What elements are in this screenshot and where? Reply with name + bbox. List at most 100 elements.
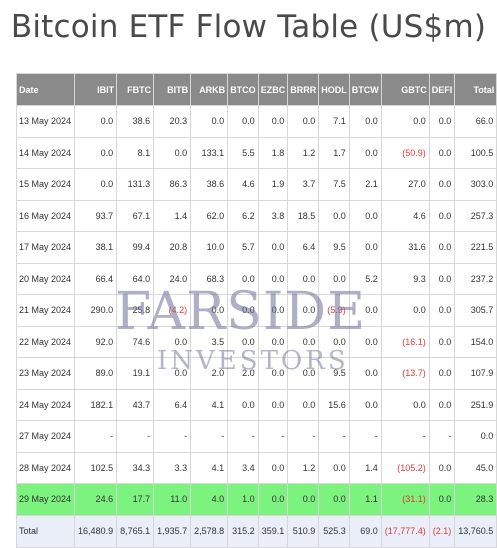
flow-cell-gbtc: 27.0 bbox=[380, 168, 430, 201]
flow-cell-btcw: 1.1 bbox=[348, 483, 382, 516]
date-cell: 13 May 2024 bbox=[15, 105, 76, 138]
flow-cell-fbtc: 8,765.1 bbox=[116, 514, 155, 548]
flow-cell-brrr: 0.0 bbox=[287, 294, 320, 327]
flow-cell-btco: 6.2 bbox=[227, 199, 259, 232]
flow-cell-gbtc: (16.1) bbox=[380, 325, 430, 358]
flow-cell-ezbc: 0.0 bbox=[257, 105, 289, 138]
flow-cell-total: 305.7 bbox=[454, 294, 497, 327]
flow-cell-brrr: - bbox=[287, 420, 320, 453]
table-row: 27 May 2024- - - - - - - - - - -0.0 bbox=[15, 420, 497, 453]
date-cell: Total bbox=[15, 514, 76, 548]
flow-cell-btco: 0.0 bbox=[227, 262, 259, 295]
flow-cell-brrr: 6.4 bbox=[287, 231, 320, 264]
flow-cell-defi: 0.0 bbox=[428, 294, 456, 327]
column-header-ezbc: EZBC bbox=[257, 73, 289, 106]
flow-cell-ezbc: 1.8 bbox=[257, 136, 289, 169]
flow-cell-btco: - bbox=[227, 420, 259, 453]
flow-cell-ezbc: 0.0 bbox=[257, 325, 289, 358]
flow-cell-total: 154.0 bbox=[454, 325, 497, 358]
flow-cell-bitb: 3.3 bbox=[153, 451, 192, 484]
flow-cell-brrr: 0.0 bbox=[287, 262, 320, 295]
date-cell: 16 May 2024 bbox=[15, 199, 76, 232]
flow-cell-gbtc: (105.2) bbox=[380, 451, 430, 484]
table-row: 17 May 2024 38.1 99.4 20.8 10.0 5.7 0.0 6.4 9.5 0… bbox=[15, 231, 497, 264]
flow-cell-gbtc: (17,777.4) bbox=[380, 514, 430, 548]
flow-cell-defi: 0.0 bbox=[428, 168, 456, 201]
flow-cell-gbtc: 9.3 bbox=[380, 262, 430, 295]
flow-cell-hodl: 7.1 bbox=[318, 105, 350, 138]
flow-cell-gbtc: (13.7) bbox=[380, 357, 430, 390]
flow-cell-btcw: 2.1 bbox=[348, 168, 382, 201]
flow-cell-btco: 0.0 bbox=[227, 325, 259, 358]
flow-cell-ezbc: 359.1 bbox=[257, 514, 289, 548]
flow-cell-btcw: 69.0 bbox=[348, 514, 382, 548]
date-cell: 17 May 2024 bbox=[15, 231, 76, 264]
table-row: 14 May 2024 0.0 8.1 0.0 133.1 5.5 1.8 1.2 1.7 0.0… bbox=[15, 136, 497, 169]
flow-cell-hodl: 1.7 bbox=[318, 136, 350, 169]
flow-cell-hodl: 0.0 bbox=[318, 483, 350, 516]
flow-cell-brrr: 0.0 bbox=[287, 483, 320, 516]
flow-cell-fbtc: 43.7 bbox=[116, 388, 155, 421]
flow-cell-hodl: 0.0 bbox=[318, 325, 350, 358]
etf-flow-table: Date IBIT FBTC BITB ARKB BTCO EZBC BRRR HODL BTCW… bbox=[15, 73, 497, 548]
flow-cell-total: 100.5 bbox=[454, 136, 497, 169]
table-row: 21 May 2024 290.0 25.8 (4.2) 0.0 0.0 0.0 0.0 (5.… bbox=[15, 294, 497, 327]
flow-cell-btcw: 0.0 bbox=[348, 325, 382, 358]
column-header-btco: BTCO bbox=[227, 73, 259, 106]
flow-cell-btcw: 0.0 bbox=[348, 199, 382, 232]
flow-cell-bitb: 86.3 bbox=[153, 168, 192, 201]
flow-cell-btco: 4.6 bbox=[227, 168, 259, 201]
date-cell: 24 May 2024 bbox=[15, 388, 76, 421]
flow-cell-arkb: 3.5 bbox=[190, 325, 229, 358]
flow-cell-ibit: 0.0 bbox=[74, 136, 118, 169]
date-cell: 22 May 2024 bbox=[15, 325, 76, 358]
table-row: 28 May 2024 102.5 34.3 3.3 4.1 3.4 0.0 1.2 0.0 1.… bbox=[15, 451, 497, 484]
column-header-btcw: BTCW bbox=[348, 73, 382, 106]
date-cell: 27 May 2024 bbox=[15, 420, 76, 453]
flow-cell-bitb: (4.2) bbox=[153, 294, 192, 327]
flow-cell-btco: 0.0 bbox=[227, 294, 259, 327]
table-row: 16 May 2024 93.7 67.1 1.4 62.0 6.2 3.8 18.5 0.0 0… bbox=[15, 199, 497, 232]
date-cell: 23 May 2024 bbox=[15, 357, 76, 390]
column-header-gbtc: GBTC bbox=[380, 73, 430, 106]
table-row: 23 May 2024 89.0 19.1 0.0 2.0 2.0 0.0 0.0 9.5 0.0… bbox=[15, 357, 497, 390]
flow-cell-bitb: 1.4 bbox=[153, 199, 192, 232]
flow-cell-btco: 1.0 bbox=[227, 483, 259, 516]
flow-cell-btcw: 5.2 bbox=[348, 262, 382, 295]
flow-cell-hodl: - bbox=[318, 420, 350, 453]
flow-cell-gbtc: (50.9) bbox=[380, 136, 430, 169]
flow-cell-hodl: 525.3 bbox=[318, 514, 350, 548]
date-cell: 21 May 2024 bbox=[15, 294, 76, 327]
flow-cell-brrr: 1.2 bbox=[287, 136, 320, 169]
flow-cell-defi: 0.0 bbox=[428, 325, 456, 358]
flow-cell-arkb: 133.1 bbox=[190, 136, 229, 169]
flow-cell-ibit: 16,480.9 bbox=[74, 514, 118, 548]
flow-cell-hodl: 9.5 bbox=[318, 231, 350, 264]
flow-cell-defi: 0.0 bbox=[428, 199, 456, 232]
flow-cell-fbtc: 74.6 bbox=[116, 325, 155, 358]
flow-cell-btcw: 0.0 bbox=[348, 105, 382, 138]
flow-cell-total: 251.9 bbox=[454, 388, 497, 421]
flow-cell-arkb: 4.1 bbox=[190, 451, 229, 484]
flow-cell-ezbc: 0.0 bbox=[257, 294, 289, 327]
flow-cell-gbtc: (31.1) bbox=[380, 483, 430, 516]
flow-cell-total: 257.3 bbox=[454, 199, 497, 232]
flow-cell-total: 107.9 bbox=[454, 357, 497, 390]
table-row-latest: 29 May 2024 24.6 17.7 11.0 4.0 1.0 0.0 0.0 0.0 1.… bbox=[15, 483, 497, 516]
flow-cell-hodl: 15.6 bbox=[318, 388, 350, 421]
flow-cell-arkb: 2.0 bbox=[190, 357, 229, 390]
date-cell: 29 May 2024 bbox=[15, 483, 76, 516]
flow-cell-btco: 315.2 bbox=[227, 514, 259, 548]
flow-cell-btco: 5.7 bbox=[227, 231, 259, 264]
flow-cell-gbtc: 31.6 bbox=[380, 231, 430, 264]
flow-cell-defi: 0.0 bbox=[428, 388, 456, 421]
flow-cell-fbtc: 38.6 bbox=[116, 105, 155, 138]
flow-cell-total: 28.3 bbox=[454, 483, 497, 516]
flow-cell-hodl: (5.9) bbox=[318, 294, 350, 327]
flow-cell-ezbc: 0.0 bbox=[257, 357, 289, 390]
flow-cell-ibit: 102.5 bbox=[74, 451, 118, 484]
flow-cell-defi: - bbox=[428, 420, 456, 453]
flow-cell-btcw: 0.0 bbox=[348, 388, 382, 421]
flow-cell-gbtc: 4.6 bbox=[380, 199, 430, 232]
flow-cell-ibit: 0.0 bbox=[74, 168, 118, 201]
